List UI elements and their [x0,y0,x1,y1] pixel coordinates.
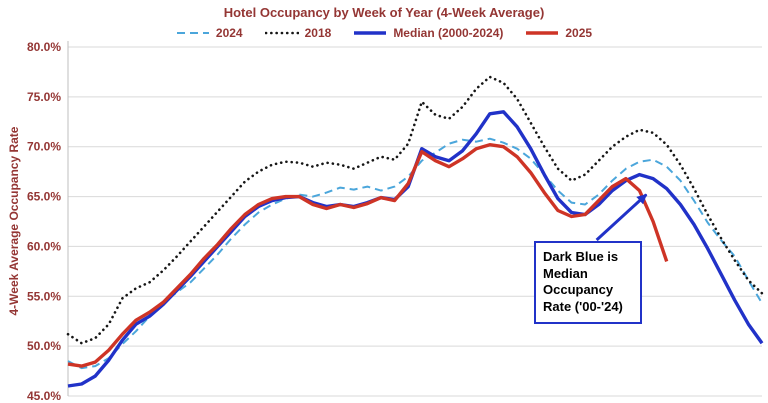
legend-item-2018: 2018 [264,26,332,40]
legend-item-median: Median (2000-2024) [353,26,503,40]
legend-line-sample-median [354,31,387,35]
series-line-2024 [67,137,763,370]
series-line-2025 [67,143,669,368]
y-tick-label: 75.0% [27,90,61,104]
annotation-box: Dark Blue is Median Occupancy Rate ('00-… [534,241,642,324]
legend: 2024 2018 Median (2000-2024) 2025 [0,26,768,40]
y-tick-label: 60.0% [27,239,61,253]
y-axis-label: 4-Week Average Occupancy Rate [7,126,21,316]
legend-line-sample-2018 [264,31,299,35]
legend-label-2024: 2024 [215,26,243,40]
annotation-text: Dark Blue is Median Occupancy Rate ('00-… [543,249,623,314]
chart-title: Hotel Occupancy by Week of Year (4-Week … [223,5,545,20]
y-tick-label: 55.0% [27,289,61,303]
legend-label-2018: 2018 [304,26,332,40]
y-tick-label: 45.0% [27,389,61,403]
legend-label-2025: 2025 [565,26,593,40]
legend-item-2025: 2025 [525,26,592,40]
annotation-arrow [595,193,648,242]
y-tick-label: 80.0% [27,40,61,54]
legend-line-sample-2025 [526,31,559,35]
series-line-2018 [66,75,764,345]
y-tick-label: 50.0% [27,339,61,353]
y-tick-label: 70.0% [27,140,61,154]
legend-item-2024: 2024 [176,26,243,40]
legend-label-median: Median (2000-2024) [393,26,504,40]
series-line-median-2000-2024- [67,110,764,388]
legend-line-sample-2024 [176,32,209,34]
y-tick-label: 65.0% [27,190,61,204]
